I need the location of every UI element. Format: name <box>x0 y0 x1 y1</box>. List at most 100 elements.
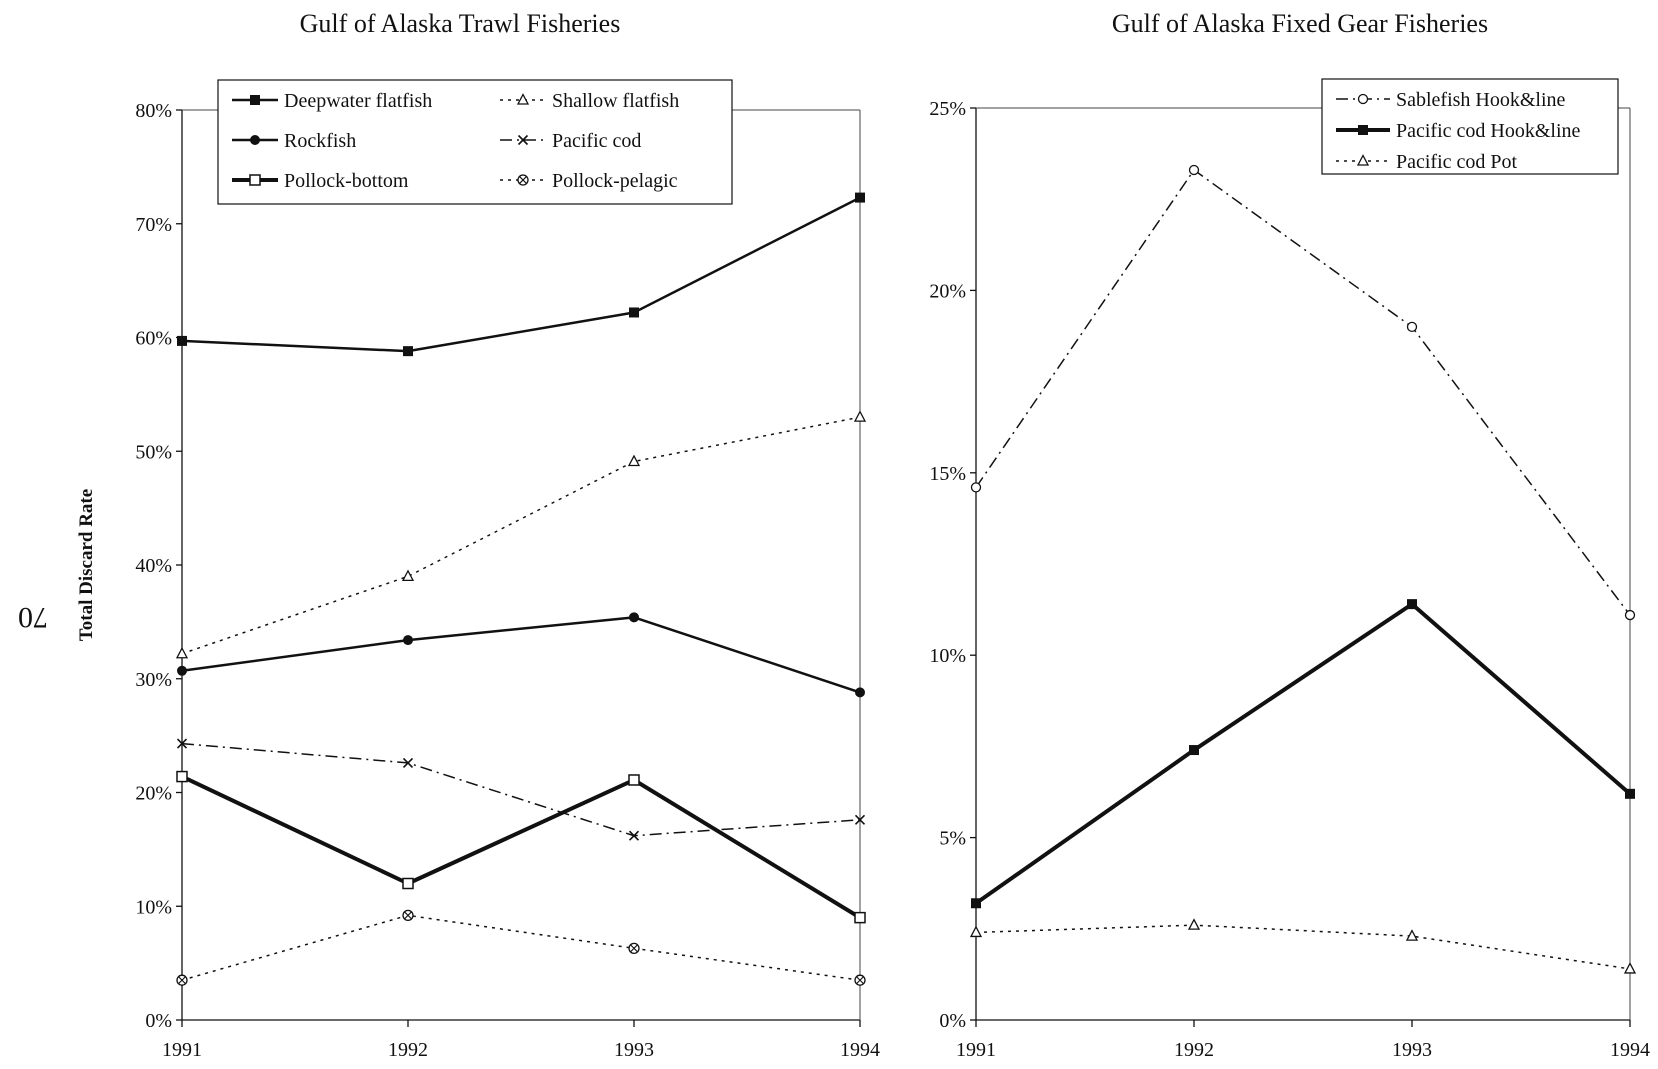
y-tick-label: 10% <box>135 896 172 918</box>
series-line <box>181 742 861 837</box>
y-tick-label: 50% <box>135 441 172 463</box>
data-point <box>856 976 864 984</box>
y-tick-label: 20% <box>929 280 966 302</box>
data-point <box>177 335 187 346</box>
x-tick-label: 1992 <box>1174 1039 1214 1061</box>
data-point <box>629 612 639 623</box>
legend-label: Pacific cod Hook&line <box>1396 120 1581 142</box>
y-tick-label: 5% <box>939 828 966 850</box>
legend-item: Pollock-pelagic <box>500 170 678 192</box>
y-tick-label: 30% <box>135 669 172 691</box>
series-line <box>181 416 861 655</box>
data-point <box>970 482 982 493</box>
legend: Deepwater flatfish Shallow flatfish Rockfi… <box>217 79 733 205</box>
legend-label: Shallow flatfish <box>552 90 679 112</box>
series-line <box>975 924 1631 970</box>
series-line <box>181 616 861 694</box>
data-point <box>402 757 414 768</box>
legend-item: Pollock-bottom <box>232 170 409 192</box>
series-pacific-cod-hook-line <box>971 599 1635 909</box>
series-line <box>181 196 861 353</box>
data-point <box>854 814 866 825</box>
legend-swatch-marker <box>250 95 260 105</box>
x-tick-label: 1994 <box>1610 1039 1650 1061</box>
chart-title: Gulf of Alaska Fixed Gear Fisheries <box>1112 9 1488 38</box>
data-point <box>1623 962 1637 974</box>
legend-item: Sablefish Hook&line <box>1336 89 1566 111</box>
data-point <box>178 976 186 984</box>
legend-item: Shallow flatfish <box>500 90 679 112</box>
series-rockfish <box>177 612 865 698</box>
x-tick-label: 1993 <box>614 1039 654 1061</box>
data-point <box>1187 918 1201 930</box>
data-point <box>1624 609 1636 621</box>
legend-swatch-marker <box>516 93 530 105</box>
y-tick-label: 25% <box>929 98 966 120</box>
series-shallow-flatfish <box>175 410 867 659</box>
data-point <box>628 774 640 786</box>
y-tick-label: 60% <box>135 328 172 350</box>
y-tick-label: 0% <box>145 1010 172 1032</box>
legend-swatch-marker <box>1356 154 1370 166</box>
data-point <box>627 454 641 467</box>
data-point <box>176 738 188 749</box>
series-line <box>975 169 1631 616</box>
x-tick-label: 1994 <box>840 1039 880 1061</box>
y-tick-label: 10% <box>929 645 966 667</box>
legend-swatch-marker <box>1358 125 1368 135</box>
legend-label: Pacific cod <box>552 130 641 152</box>
legend-swatch-marker <box>517 134 529 146</box>
page-number: 70 <box>18 601 48 634</box>
legend-swatch-marker <box>1357 93 1369 105</box>
data-point <box>971 898 981 909</box>
series-pacific-cod-pot <box>969 918 1637 974</box>
legend-box <box>217 79 733 205</box>
chart-title: Gulf of Alaska Trawl Fisheries <box>300 9 621 38</box>
series-sablefish-hook-line <box>970 164 1636 621</box>
x-tick-label: 1992 <box>388 1039 428 1061</box>
legend-swatch-marker <box>519 176 527 184</box>
data-point <box>1188 164 1200 176</box>
y-tick-label: 20% <box>135 783 172 805</box>
legend: Sablefish Hook&line Pacific cod Hook&line… <box>1321 78 1619 175</box>
chart-1: Gulf of Alaska Trawl Fisheries 0% 10% 20% 30… <box>76 9 880 1061</box>
chart-2: Gulf of Alaska Fixed Gear Fisheries 0% 5% 1… <box>929 9 1650 1061</box>
data-point <box>403 346 413 357</box>
data-point <box>177 665 187 676</box>
y-tick-label: 40% <box>135 555 172 577</box>
data-point <box>401 569 415 582</box>
y-tick-label: 70% <box>135 214 172 236</box>
data-point <box>854 911 866 924</box>
y-tick-label: 80% <box>135 100 172 122</box>
data-point <box>403 635 413 646</box>
x-tick-label: 1991 <box>162 1039 202 1061</box>
y-tick-label: 0% <box>939 1010 966 1032</box>
y-tick-label: 15% <box>929 463 966 485</box>
legend-item: Rockfish <box>232 130 356 152</box>
data-point <box>1405 929 1419 941</box>
data-point <box>855 192 865 203</box>
data-point <box>853 410 867 422</box>
series-pollock-pelagic <box>176 909 866 986</box>
legend-box <box>1321 78 1619 175</box>
series-line <box>974 602 1632 905</box>
x-tick-label: 1991 <box>956 1039 996 1061</box>
legend-label: Deepwater flatfish <box>284 90 432 112</box>
legend-swatch-marker <box>249 174 261 186</box>
data-point <box>1407 599 1417 610</box>
legend-item: Pacific cod Hook&line <box>1336 120 1581 142</box>
legend-label: Rockfish <box>284 130 356 152</box>
data-point <box>630 944 638 953</box>
legend-item: Pacific cod <box>500 130 641 152</box>
data-point <box>402 877 414 890</box>
data-point <box>1406 321 1418 333</box>
data-point <box>629 307 639 318</box>
series-line <box>181 914 861 981</box>
data-point <box>1625 788 1635 799</box>
series-pollock-bottom <box>176 770 866 924</box>
data-point <box>969 925 983 938</box>
legend-swatch-marker <box>250 135 260 145</box>
legend-item: Pacific cod Pot <box>1336 151 1518 173</box>
legend-label: Pollock-pelagic <box>552 170 678 192</box>
